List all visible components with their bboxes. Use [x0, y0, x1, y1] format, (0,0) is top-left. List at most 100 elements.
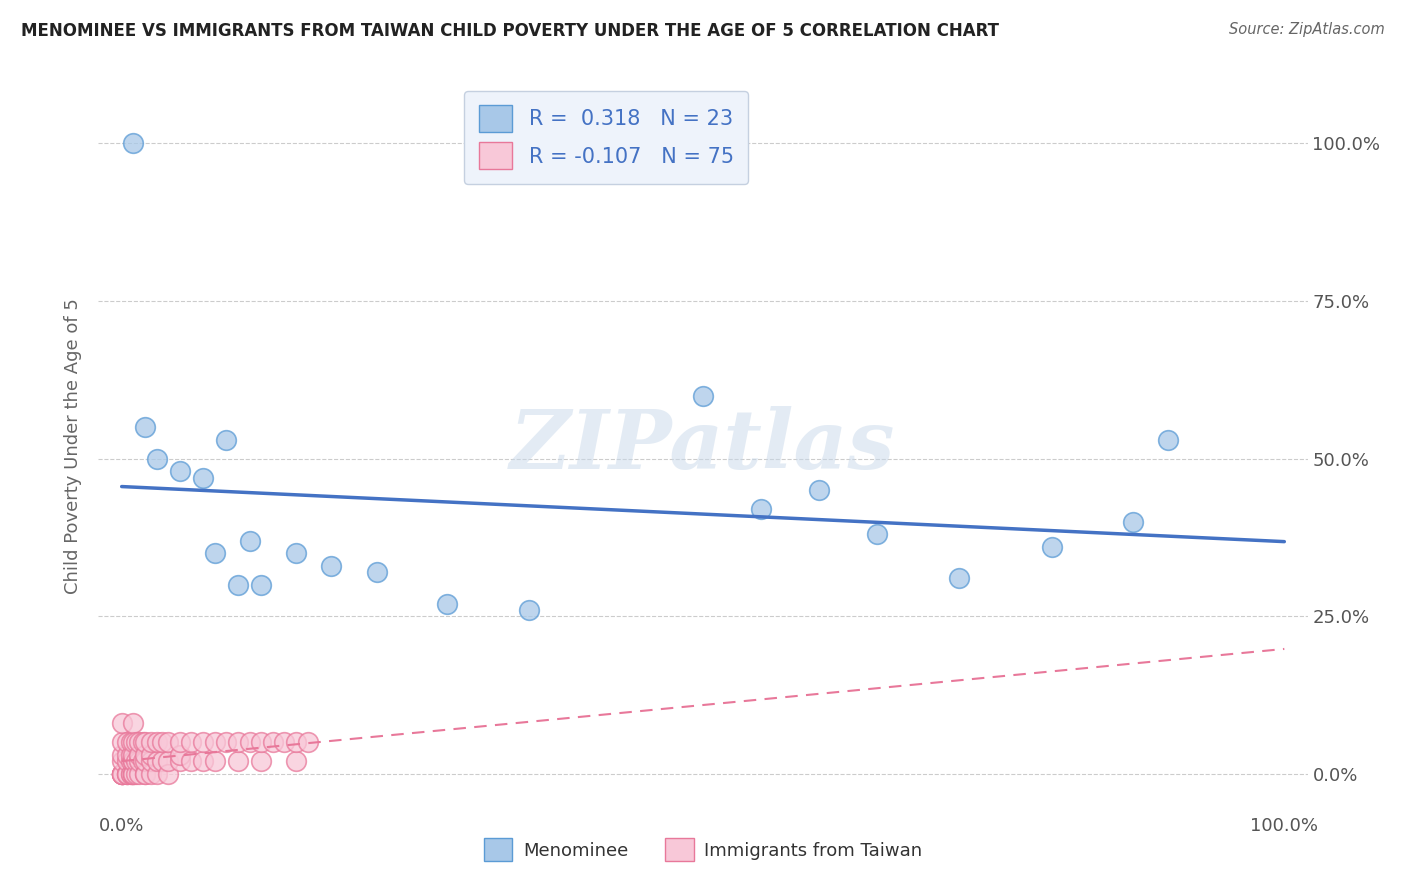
- Point: [128, 754, 150, 768]
- Point: [215, 735, 238, 749]
- Point: [262, 735, 284, 749]
- Text: Source: ZipAtlas.com: Source: ZipAtlas.com: [1229, 22, 1385, 37]
- Point: [134, 767, 156, 781]
- Point: [128, 747, 150, 762]
- Y-axis label: Child Poverty Under the Age of 5: Child Poverty Under the Age of 5: [65, 298, 83, 594]
- Point: [319, 558, 342, 573]
- Point: [145, 735, 167, 749]
- Point: [169, 464, 191, 478]
- Point: [139, 767, 162, 781]
- Point: [285, 546, 308, 560]
- Point: [250, 578, 273, 592]
- Point: [204, 546, 226, 560]
- Point: [157, 767, 180, 781]
- Point: [250, 735, 273, 749]
- Point: [120, 754, 142, 768]
- Point: [111, 767, 134, 781]
- Point: [122, 136, 145, 151]
- Point: [111, 767, 134, 781]
- Point: [297, 735, 319, 749]
- Point: [117, 754, 139, 768]
- Point: [131, 735, 153, 749]
- Point: [191, 735, 214, 749]
- Point: [517, 603, 540, 617]
- Point: [191, 754, 214, 768]
- Point: [169, 747, 191, 762]
- Point: [120, 767, 142, 781]
- Point: [436, 597, 458, 611]
- Point: [134, 735, 156, 749]
- Point: [117, 767, 139, 781]
- Point: [145, 767, 167, 781]
- Point: [239, 533, 262, 548]
- Point: [157, 735, 180, 749]
- Point: [134, 747, 156, 762]
- Point: [139, 747, 162, 762]
- Point: [239, 735, 262, 749]
- Point: [111, 767, 134, 781]
- Point: [120, 767, 142, 781]
- Point: [139, 754, 162, 768]
- Point: [134, 754, 156, 768]
- Point: [692, 388, 714, 402]
- Point: [111, 735, 134, 749]
- Point: [124, 735, 146, 749]
- Point: [180, 754, 202, 768]
- Point: [111, 767, 134, 781]
- Point: [285, 735, 308, 749]
- Legend: Menominee, Immigrants from Taiwan: Menominee, Immigrants from Taiwan: [477, 830, 929, 869]
- Point: [808, 483, 831, 497]
- Point: [1040, 540, 1063, 554]
- Point: [204, 754, 226, 768]
- Point: [134, 420, 156, 434]
- Point: [111, 767, 134, 781]
- Point: [204, 735, 226, 749]
- Point: [120, 747, 142, 762]
- Point: [117, 767, 139, 781]
- Point: [128, 767, 150, 781]
- Point: [134, 767, 156, 781]
- Point: [111, 767, 134, 781]
- Point: [122, 754, 145, 768]
- Point: [122, 747, 145, 762]
- Point: [226, 578, 249, 592]
- Point: [120, 735, 142, 749]
- Point: [157, 754, 180, 768]
- Point: [117, 747, 139, 762]
- Point: [124, 754, 146, 768]
- Point: [1122, 515, 1144, 529]
- Point: [866, 527, 889, 541]
- Point: [273, 735, 295, 749]
- Point: [145, 451, 167, 466]
- Text: ZIPatlas: ZIPatlas: [510, 406, 896, 486]
- Point: [169, 735, 191, 749]
- Point: [150, 754, 173, 768]
- Point: [128, 735, 150, 749]
- Point: [111, 747, 134, 762]
- Point: [1157, 433, 1180, 447]
- Point: [131, 754, 153, 768]
- Point: [122, 767, 145, 781]
- Point: [250, 754, 273, 768]
- Point: [366, 565, 388, 579]
- Point: [117, 735, 139, 749]
- Point: [226, 735, 249, 749]
- Point: [122, 735, 145, 749]
- Point: [117, 767, 139, 781]
- Point: [122, 767, 145, 781]
- Point: [122, 716, 145, 731]
- Point: [226, 754, 249, 768]
- Point: [111, 716, 134, 731]
- Text: MENOMINEE VS IMMIGRANTS FROM TAIWAN CHILD POVERTY UNDER THE AGE OF 5 CORRELATION: MENOMINEE VS IMMIGRANTS FROM TAIWAN CHIL…: [21, 22, 1000, 40]
- Point: [749, 502, 772, 516]
- Point: [122, 754, 145, 768]
- Point: [124, 767, 146, 781]
- Point: [180, 735, 202, 749]
- Point: [285, 754, 308, 768]
- Point: [169, 754, 191, 768]
- Point: [139, 735, 162, 749]
- Point: [948, 571, 970, 585]
- Point: [145, 754, 167, 768]
- Point: [191, 470, 214, 484]
- Point: [122, 767, 145, 781]
